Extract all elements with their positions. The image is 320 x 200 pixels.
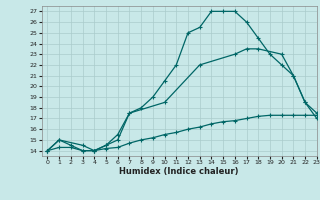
X-axis label: Humidex (Indice chaleur): Humidex (Indice chaleur) bbox=[119, 167, 239, 176]
